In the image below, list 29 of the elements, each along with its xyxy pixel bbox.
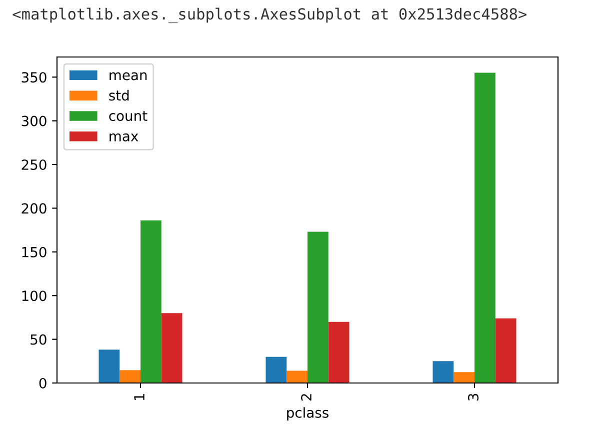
- y-tick-label: 300: [22, 116, 46, 126]
- bar: [495, 318, 516, 383]
- x-tick-label: 3: [468, 394, 479, 400]
- y-tick-label: 100: [22, 290, 46, 302]
- legend-label: max: [110, 133, 138, 142]
- bar: [308, 232, 328, 383]
- x-axis-title: pclass: [287, 407, 328, 421]
- bar: [161, 313, 182, 383]
- x-tick-label: 2: [301, 394, 312, 401]
- legend-label: count: [109, 111, 148, 122]
- bar: [454, 372, 474, 383]
- y-tick-label: 200: [22, 203, 46, 214]
- bar: [98, 350, 120, 383]
- legend-label: std: [109, 90, 129, 101]
- y-tick-label: 0: [39, 378, 46, 388]
- bar: [286, 370, 308, 383]
- bar: [266, 356, 287, 383]
- y-tick-label: 150: [22, 246, 46, 258]
- bar: [328, 322, 350, 383]
- x-tick-label: 1: [134, 394, 144, 400]
- bar: [474, 72, 496, 383]
- bar: [432, 361, 454, 383]
- bar: [120, 370, 140, 383]
- text: <matplotlib.axes._subplots.AxesSubplot at 0x2513dec4588>: [12, 8, 527, 24]
- y-tick-label: 350: [22, 72, 46, 83]
- legend-label: mean: [110, 72, 147, 80]
- bar: [140, 220, 162, 383]
- y-tick-label: 50: [30, 334, 46, 345]
- y-tick-label: 250: [22, 159, 46, 170]
